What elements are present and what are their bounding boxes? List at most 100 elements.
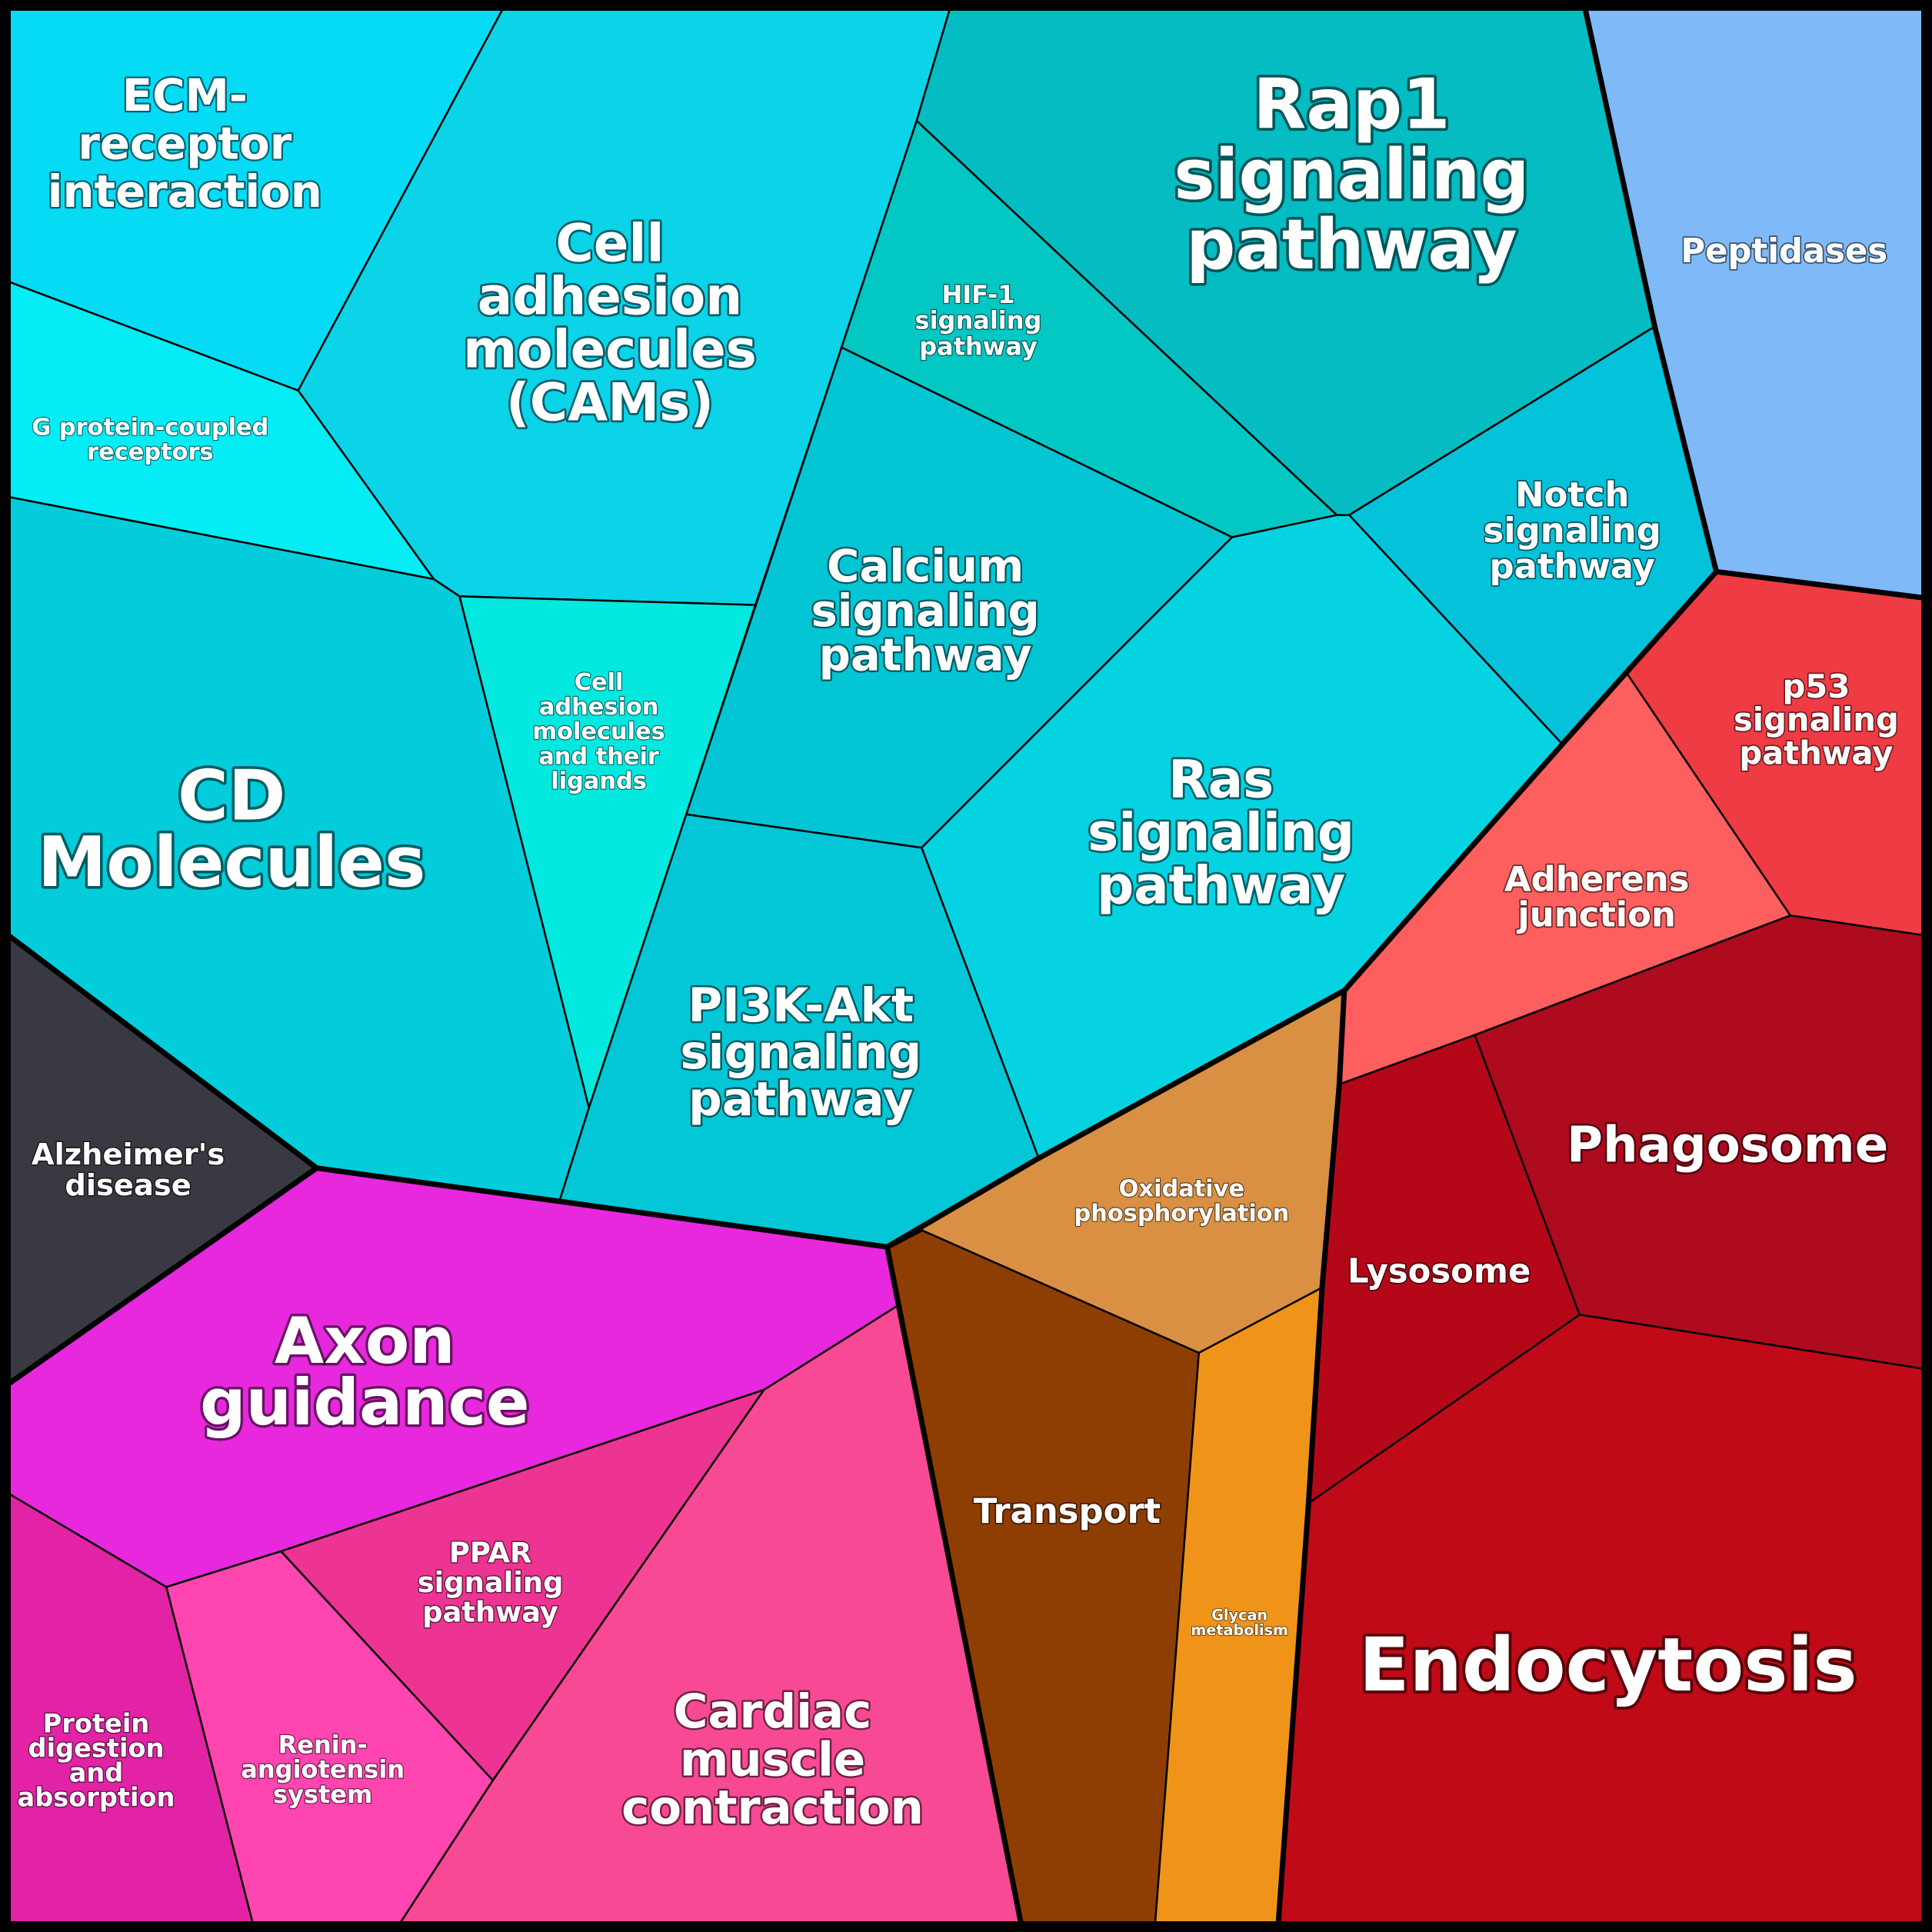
cell-label-peptidases: Peptidases <box>1681 232 1887 271</box>
cell-label-line: Adherens <box>1504 858 1690 899</box>
cell-label-line: metabolism <box>1191 1621 1288 1639</box>
cell-label-cam-ligands: Cell adhesion molecules and their ligands <box>532 669 665 794</box>
cell-label-adherens: Adherens junction <box>1504 858 1690 934</box>
cell-label-line: contraction <box>621 1780 924 1835</box>
cell-label-line: signaling <box>1174 135 1529 215</box>
cell-label-line: disease <box>65 1168 191 1203</box>
cell-label-line: (CAMs) <box>506 372 714 432</box>
cell-label-line: Phagosome <box>1567 1118 1888 1174</box>
group-border-5 <box>1274 988 1347 1932</box>
cell-label-line: pathway <box>1739 734 1893 771</box>
cell-label-ppar: PPAR signaling pathway <box>418 1536 564 1628</box>
cell-label-line: G protein-coupled <box>32 415 268 441</box>
cell-label-cams: Cell adhesion molecules (CAMs) <box>463 214 757 433</box>
cell-label-line: molecules <box>463 319 757 379</box>
cell-label-line: pathway <box>919 331 1038 361</box>
cell-label-line: pathway <box>422 1595 558 1628</box>
cell-label-line: HIF-1 <box>941 280 1014 309</box>
cell-label-line: Cell <box>575 669 624 696</box>
cell-label-line: interaction <box>48 165 322 218</box>
cell-label-line: Alzheimer's <box>32 1138 225 1172</box>
group-border-1 <box>1581 0 1932 602</box>
cell-protein-digestion <box>0 1487 256 1932</box>
cell-label-line: signaling <box>418 1566 564 1599</box>
cell-label-p53: p53 signaling pathway <box>1734 668 1899 772</box>
group-border-3 <box>884 1244 1026 1932</box>
cell-label-line: Lysosome <box>1347 1253 1531 1291</box>
cell-label-line: phosphorylation <box>1074 1201 1289 1227</box>
cell-label-pi3k: PI3K-Akt signaling pathway <box>680 978 921 1127</box>
cell-label-line: PPAR <box>449 1536 531 1569</box>
cell-label-alzheimers: Alzheimer's disease <box>32 1138 225 1203</box>
cell-label-line: Calcium <box>827 540 1024 592</box>
cell-label-gpcr: G protein-coupled receptors <box>32 415 268 466</box>
cell-label-line: signaling <box>680 1025 921 1080</box>
cell-label-line: ECM- <box>122 69 248 122</box>
cell-label-ras: Ras signaling pathway <box>1088 750 1354 916</box>
cell-label-line: Glycan <box>1211 1607 1267 1624</box>
cell-label-line: molecules <box>532 718 665 745</box>
cell-label-line: guidance <box>200 1365 529 1440</box>
cell-label-ecm: ECM-receptor interaction <box>48 69 322 218</box>
cell-label-line: CD <box>178 756 285 836</box>
cell-label-line: muscle <box>680 1733 865 1787</box>
cell-label-line: adhesion <box>478 267 742 327</box>
cell-label-line: Renin- <box>278 1730 368 1760</box>
cell-label-line: signaling <box>1088 802 1354 862</box>
cell-label-line: signaling <box>811 585 1039 637</box>
cell-label-line: Cell <box>555 214 664 274</box>
cell-label-renin: Renin-angiotensin system <box>241 1730 405 1809</box>
cell-label-axon: Axon guidance <box>200 1304 529 1440</box>
cell-label-cd: CD Molecules <box>38 756 425 903</box>
cell-label-line: and their <box>538 743 659 770</box>
cell-label-line: PI3K-Akt <box>688 978 914 1033</box>
cell-label-oxphos: Oxidative phosphorylation <box>1074 1176 1289 1227</box>
cell-label-line: signaling <box>915 306 1042 335</box>
cell-label-transport: Transport <box>974 1491 1161 1531</box>
cell-label-line: pathway <box>819 629 1032 681</box>
cell-label-phagosome: Phagosome <box>1567 1118 1888 1174</box>
cell-label-notch: Notch signaling pathway <box>1484 474 1661 586</box>
cell-label-line: pathway <box>1097 855 1345 915</box>
cell-label-line: Endocytosis <box>1359 1622 1857 1708</box>
cell-label-line: Rap1 <box>1253 65 1450 145</box>
cell-label-line: adhesion <box>539 694 659 721</box>
cell-label-glycan: Glycan metabolism <box>1191 1607 1288 1639</box>
group-border-0 <box>0 568 1720 1250</box>
cell-label-line: angiotensin <box>241 1755 405 1784</box>
cell-label-rap1: Rap1 signaling pathway <box>1174 65 1529 286</box>
cell-label-line: Ras <box>1168 750 1274 810</box>
cell-label-line: Protein <box>43 1709 149 1739</box>
group-border-4 <box>884 1227 924 1250</box>
cell-phagosome <box>1474 914 1932 1371</box>
cell-label-line: absorption <box>18 1783 175 1813</box>
cell-label-line: digestion <box>28 1734 165 1764</box>
cell-label-line: receptors <box>87 439 213 466</box>
cell-label-line: ligands <box>551 768 647 794</box>
cell-label-line: Molecules <box>38 823 425 903</box>
cell-label-line: junction <box>1516 894 1676 935</box>
cell-label-lysosome: Lysosome <box>1347 1253 1531 1291</box>
cell-label-line: pathway <box>1489 545 1655 586</box>
cell-label-line: and <box>69 1758 124 1788</box>
cell-label-cardiac: Cardiac muscle contraction <box>621 1684 924 1835</box>
cell-label-line: system <box>273 1780 372 1809</box>
cell-label-line: Peptidases <box>1681 232 1887 271</box>
cell-label-line: signaling <box>1734 701 1899 738</box>
cell-label-calcium: Calcium signaling pathway <box>811 540 1039 681</box>
cell-label-line: pathway <box>688 1072 913 1127</box>
cell-cardiac <box>393 1304 1024 1932</box>
cell-label-line: pathway <box>1186 205 1517 285</box>
cell-label-protein-digestion: Protein digestion and absorption <box>18 1709 175 1813</box>
cell-label-line: Axon <box>275 1304 455 1378</box>
cell-label-line: Notch <box>1515 474 1629 515</box>
group-border-2 <box>0 1165 320 1393</box>
cell-label-hif1: HIF-1 signaling pathway <box>915 280 1042 361</box>
cell-label-endocytosis: Endocytosis <box>1359 1622 1857 1708</box>
cell-label-line: Cardiac <box>674 1684 871 1739</box>
cell-label-line: p53 <box>1782 668 1850 705</box>
